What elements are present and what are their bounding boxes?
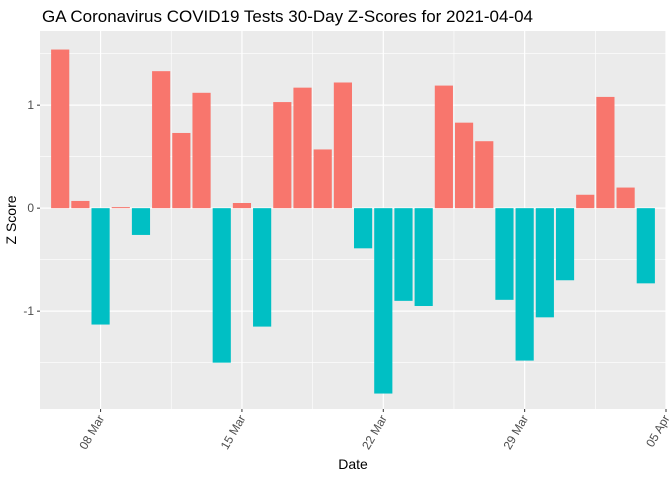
bar xyxy=(394,208,413,301)
bar xyxy=(313,149,332,209)
bar xyxy=(495,208,514,300)
y-tick-label: 1 xyxy=(27,98,34,112)
x-tick-label: 29 Mar xyxy=(500,413,531,452)
bar xyxy=(71,200,90,209)
bar xyxy=(212,208,231,363)
bar xyxy=(576,194,595,209)
bar xyxy=(414,208,433,307)
bar xyxy=(273,102,292,209)
x-axis-label: Date xyxy=(338,456,368,472)
bar xyxy=(555,208,575,281)
y-tick-label: 0 xyxy=(27,201,34,215)
bar xyxy=(293,87,312,209)
y-tick-label: -1 xyxy=(23,304,34,318)
bar xyxy=(111,207,130,209)
bar xyxy=(636,208,655,284)
x-tick-label: 05 Apr xyxy=(643,413,672,450)
bar xyxy=(616,187,635,209)
x-tick-label: 15 Mar xyxy=(218,413,249,452)
bar xyxy=(253,208,272,327)
bar xyxy=(596,96,615,209)
bar xyxy=(374,208,393,394)
bar xyxy=(535,208,554,318)
grid-minor xyxy=(40,31,666,409)
bar xyxy=(91,208,110,325)
x-tick-label: 22 Mar xyxy=(359,413,390,452)
bar xyxy=(515,208,534,361)
bar xyxy=(434,85,453,209)
bar xyxy=(354,208,373,249)
y-axis: -1 0 1 xyxy=(23,98,40,318)
bars xyxy=(51,49,655,394)
bar xyxy=(333,82,352,209)
bar xyxy=(475,141,494,209)
chart-title: GA Coronavirus COVID19 Tests 30-Day Z-Sc… xyxy=(42,7,533,26)
bar xyxy=(131,208,151,235)
bar xyxy=(454,122,474,209)
bar xyxy=(232,203,252,209)
bar xyxy=(172,132,191,209)
bar xyxy=(152,71,171,209)
y-axis-label: Z Score xyxy=(3,195,19,244)
x-tick-label: 08 Mar xyxy=(76,413,107,452)
x-axis: 08 Mar 15 Mar 22 Mar 29 Mar 05 Apr xyxy=(76,409,672,452)
bar xyxy=(51,49,70,209)
bar xyxy=(192,92,211,209)
